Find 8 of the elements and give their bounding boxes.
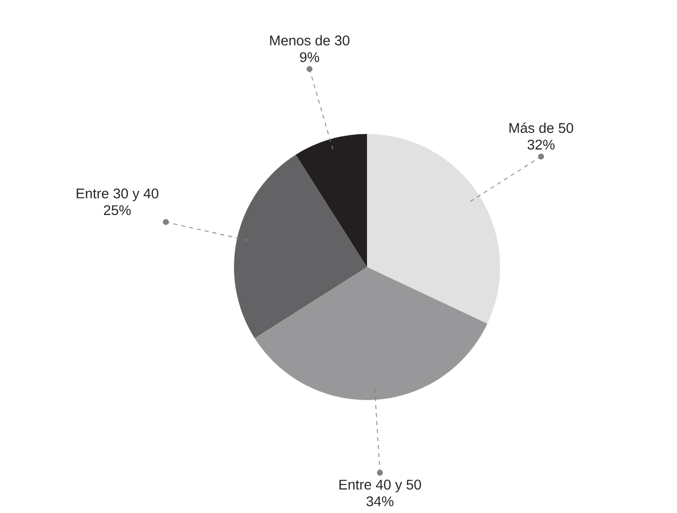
slice-label: Entre 40 y 50: [339, 480, 422, 492]
data-label: 25%: [104, 205, 131, 216]
slice-label: Entre 30 y 40: [76, 188, 158, 202]
data-label: 32%: [528, 140, 555, 150]
data-label: 34%: [366, 496, 394, 506]
data-label: 9%: [300, 52, 320, 62]
slice-label: Menos de 30: [270, 35, 350, 46]
slice-label: Más de 50: [510, 122, 574, 133]
